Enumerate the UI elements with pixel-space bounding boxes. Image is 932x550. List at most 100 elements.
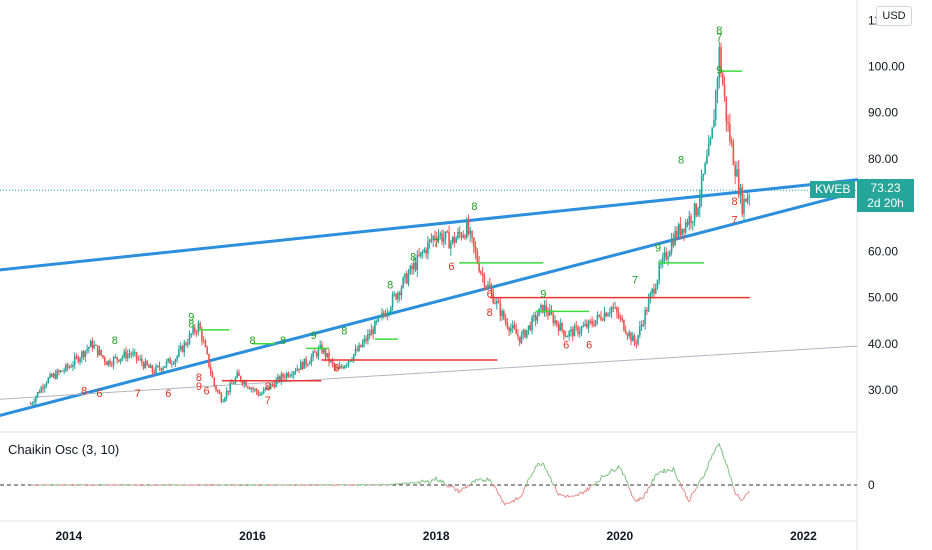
candle-body (195, 332, 198, 334)
candle-body (139, 358, 141, 360)
oscillator-segment (227, 484, 230, 486)
sequence-count-label: 7 (433, 238, 439, 250)
oscillator-segment (538, 463, 541, 466)
oscillator-segment (269, 484, 271, 486)
oscillator-segment (346, 484, 348, 486)
candle-body (541, 304, 544, 313)
candle-body (508, 327, 510, 332)
currency-badge[interactable]: USD (876, 6, 912, 26)
candle-body (746, 197, 749, 202)
oscillator-segment (505, 502, 508, 504)
oscillator-segment (623, 474, 626, 477)
oscillator-segment (578, 491, 581, 494)
candle-body (723, 84, 726, 97)
sequence-count-label: 8 (249, 335, 255, 347)
candle-body (151, 365, 154, 373)
candle-body (511, 325, 514, 329)
candle-body (345, 364, 348, 366)
candle-body (732, 143, 735, 166)
candle-body (239, 376, 242, 382)
indicator-label[interactable]: Chaikin Osc (3, 10) (8, 442, 120, 457)
sequence-count-label: 9 (655, 242, 661, 254)
candle-body (312, 351, 314, 357)
oscillator-segment (445, 484, 448, 487)
candle-body (185, 342, 187, 345)
candle-body (418, 254, 420, 256)
candle-body (716, 78, 719, 92)
candle-body (183, 342, 186, 353)
candle-body (706, 156, 708, 164)
candle-body (529, 325, 532, 331)
year-tick-label: 2022 (790, 529, 817, 543)
candle-body (677, 224, 680, 238)
candle-body (646, 309, 648, 312)
candle-body (670, 239, 673, 253)
candle-body (86, 348, 88, 351)
oscillator-segment (211, 484, 214, 486)
candle-body (552, 313, 555, 324)
symbol-tag: KWEB (810, 181, 856, 198)
candle-body (40, 387, 43, 393)
sequence-count-label: 8 (678, 155, 684, 167)
candle-body (144, 360, 147, 369)
candle-body (181, 346, 184, 353)
oscillator-segment (529, 476, 532, 478)
candle-body (209, 366, 212, 373)
candle-body (116, 356, 118, 360)
oscillator-segment (295, 484, 298, 486)
candle-body (635, 343, 638, 345)
candle-body (453, 236, 456, 243)
candle-body (296, 368, 299, 371)
oscillator-segment (201, 484, 203, 486)
oscillator-segment (617, 465, 620, 468)
candle-body (420, 252, 422, 256)
candle-body (331, 360, 334, 364)
candle-body (262, 389, 265, 394)
oscillator-segment (607, 473, 610, 476)
candle-body (647, 299, 650, 312)
candle-body (743, 198, 745, 215)
candle-body (465, 220, 468, 238)
oscillator-segment (472, 480, 474, 482)
candle-body (192, 327, 194, 334)
candle-body (167, 358, 170, 362)
candle-body (335, 367, 337, 369)
sequence-count-label: 6 (586, 339, 592, 351)
candle-body (172, 363, 175, 365)
candle-body (601, 319, 604, 321)
oscillator-segment (145, 484, 147, 486)
candle-body (82, 351, 85, 357)
candle-body (65, 364, 67, 371)
candle-body (503, 310, 505, 319)
candle-body (631, 335, 634, 342)
price-tick-label: 90.00 (868, 106, 898, 120)
candle-body (225, 390, 228, 398)
candle-body (287, 373, 290, 377)
oscillator-segment (401, 482, 403, 485)
candle-body (247, 386, 249, 388)
candle-body (315, 352, 318, 357)
oscillator-segment (399, 482, 402, 485)
oscillator-segment (274, 484, 277, 486)
sequence-count-label: 6 (563, 339, 569, 351)
candle-body (665, 252, 668, 260)
candle-body (314, 351, 316, 353)
sequence-count-label: 8 (716, 25, 722, 37)
candle-body (686, 222, 689, 225)
candle-body (432, 236, 435, 240)
oscillator-segment (679, 482, 682, 488)
candle-body (473, 237, 475, 247)
oscillator-segment (520, 494, 523, 498)
oscillator-segment (567, 494, 570, 498)
candle-body (227, 390, 230, 393)
year-tick-label: 2016 (239, 529, 266, 543)
candle-body (222, 401, 224, 403)
candle-body (114, 356, 117, 358)
candle-body (457, 231, 459, 239)
candle-body (354, 349, 357, 355)
oscillator-segment (682, 488, 685, 491)
oscillator-segment (372, 484, 375, 486)
candle-body (273, 384, 276, 388)
oscillator-segment (619, 467, 621, 470)
